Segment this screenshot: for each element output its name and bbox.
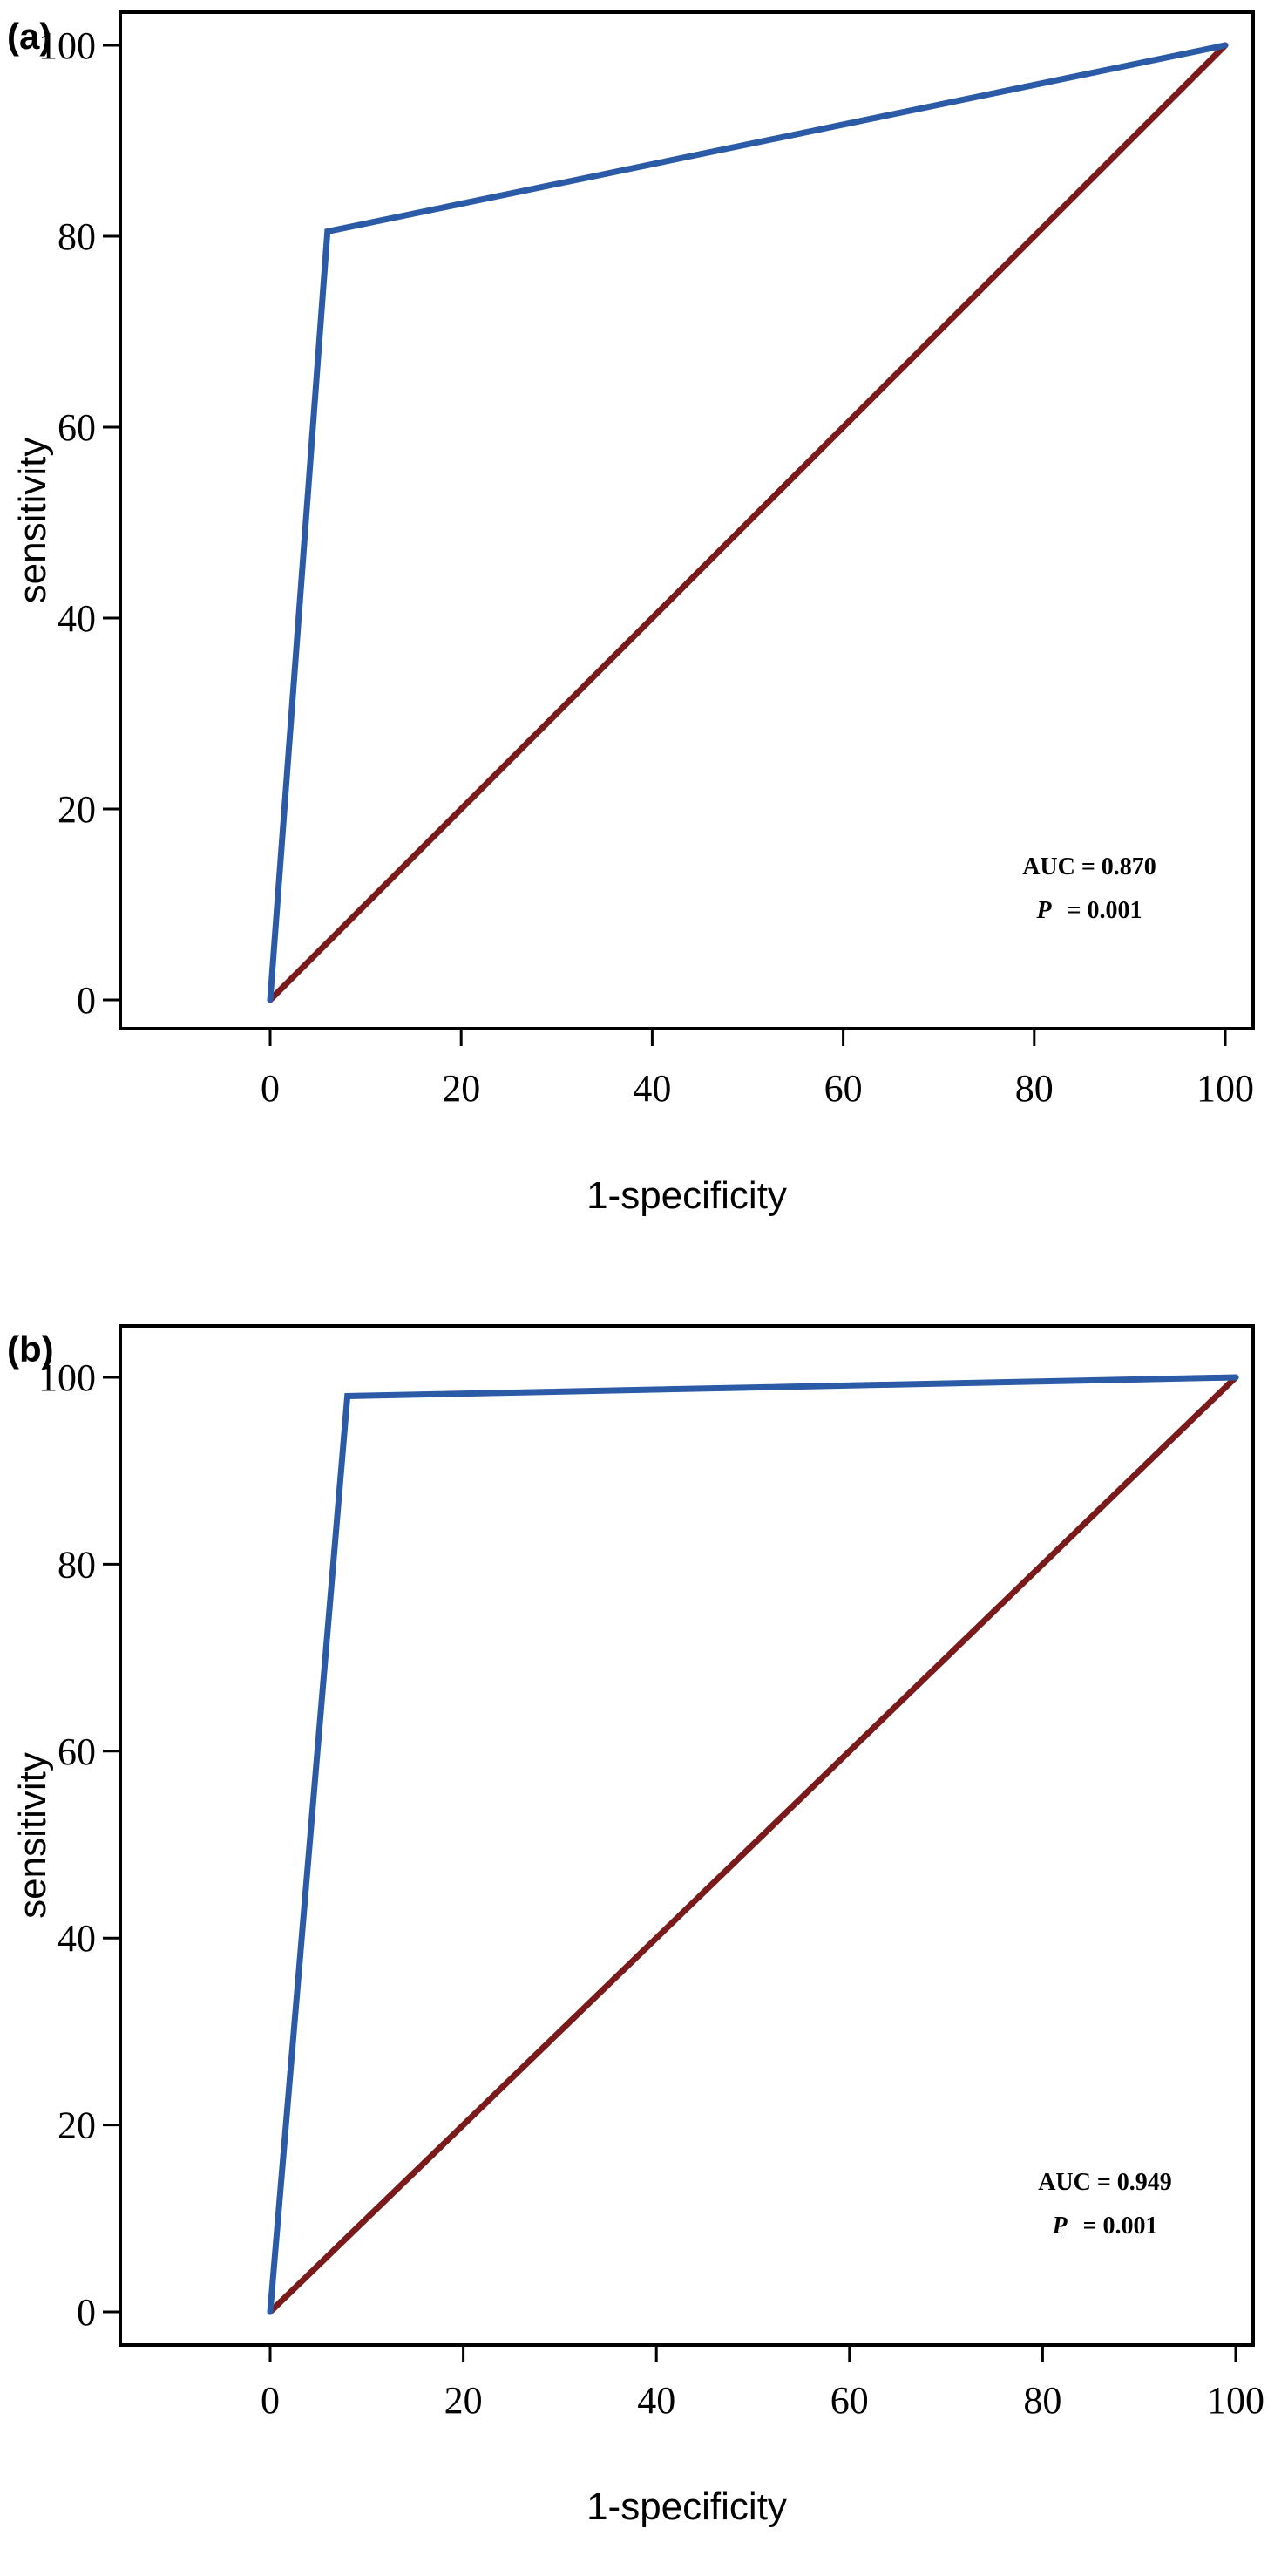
reference-diagonal-line xyxy=(267,42,1229,1003)
y-tick-label: 20 xyxy=(58,788,96,831)
x-tick-label: 40 xyxy=(633,1067,671,1110)
auc-annotation: AUC = 0.949 xyxy=(1038,2169,1172,2196)
x-tick-label: 80 xyxy=(1015,1067,1054,1110)
x-tick-label: 100 xyxy=(1196,1067,1254,1110)
y-axis-title: sensitivity xyxy=(11,1752,54,1919)
x-tick-label: 40 xyxy=(637,2379,675,2422)
reference-diagonal-line xyxy=(267,1374,1239,2315)
p-value-annotation: P = 0.001 xyxy=(1051,2212,1157,2240)
y-tick-label: 0 xyxy=(77,979,96,1022)
p-value-annotation: P = 0.001 xyxy=(1035,897,1142,924)
y-tick-label: 40 xyxy=(58,1917,96,1960)
roc-panel-b: (b) 0 20 40 60 80 100 0 20 40 60 80 100 1-specificity… xyxy=(7,1324,1264,2528)
p-value: = 0.001 xyxy=(1083,2212,1158,2240)
y-axis-title: sensitivity xyxy=(11,438,54,604)
y-tick-label: 80 xyxy=(58,1543,96,1586)
y-tick-label: 80 xyxy=(58,215,96,258)
plot-frame xyxy=(119,10,1255,1030)
x-tick-label: 60 xyxy=(824,1067,863,1110)
x-axis-title: 1-specificity xyxy=(586,1174,787,1217)
x-tick-label: 0 xyxy=(261,2379,280,2422)
roc-curve-line xyxy=(267,42,1229,1003)
y-tick-label: 0 xyxy=(77,2291,96,2334)
roc-panel-a: (a) 0 20 40 60 80 100 0 20 40 60 80 100 1-specificity… xyxy=(7,10,1255,1217)
p-symbol: P xyxy=(1035,897,1052,924)
p-symbol: P xyxy=(1051,2212,1068,2240)
x-tick-label: 20 xyxy=(442,1067,480,1110)
x-tick-label: 0 xyxy=(261,1067,280,1110)
panel-label: (b) xyxy=(7,1329,54,1370)
x-tick-label: 60 xyxy=(830,2379,869,2422)
x-tick-label: 20 xyxy=(444,2379,483,2422)
x-tick-label: 100 xyxy=(1207,2379,1264,2422)
plot-frame xyxy=(119,1324,1255,2347)
y-tick-label: 100 xyxy=(38,24,96,67)
p-value: = 0.001 xyxy=(1068,897,1142,924)
y-tick-label: 40 xyxy=(58,597,96,640)
x-tick-label: 80 xyxy=(1023,2379,1061,2422)
x-axis-title: 1-specificity xyxy=(586,2485,787,2528)
y-tick-label: 100 xyxy=(38,1356,96,1399)
panel-label: (a) xyxy=(7,16,51,57)
auc-annotation: AUC = 0.870 xyxy=(1022,853,1156,880)
y-tick-label: 60 xyxy=(58,406,96,449)
roc-curve-line xyxy=(267,1374,1239,2315)
y-tick-label: 20 xyxy=(58,2104,96,2147)
y-tick-label: 60 xyxy=(58,1730,96,1773)
